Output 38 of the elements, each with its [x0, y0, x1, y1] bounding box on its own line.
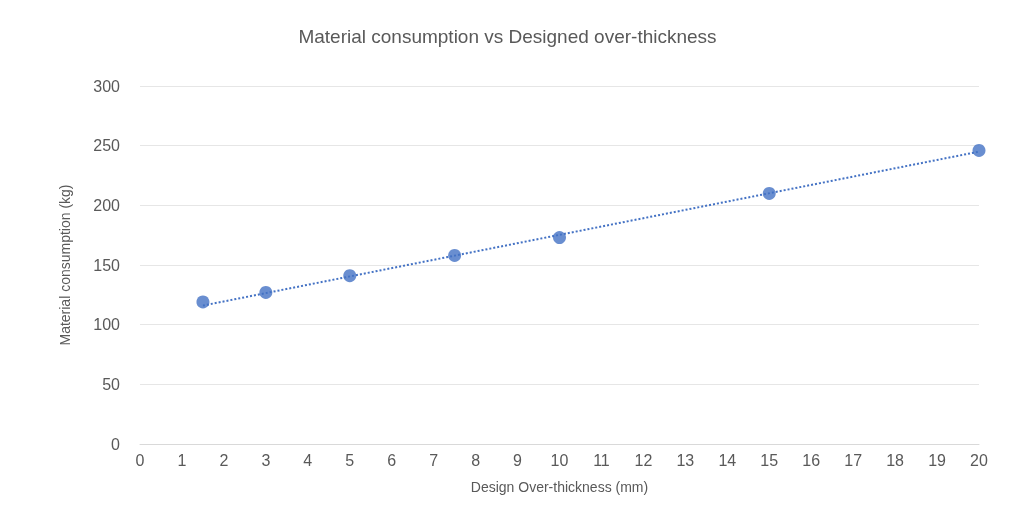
x-tick-label: 20 [970, 451, 988, 469]
x-tick-label: 9 [513, 451, 523, 469]
x-tick-label: 12 [634, 451, 653, 469]
x-tick-label: 3 [261, 451, 271, 469]
x-tick-label: 5 [345, 451, 355, 469]
x-axis-title: Design Over-thickness (mm) [470, 479, 649, 495]
x-tick-label: 4 [303, 451, 313, 469]
y-tick-label: 50 [102, 375, 121, 393]
point [259, 285, 273, 299]
x-tick-label: 13 [676, 451, 695, 469]
chart-title: Material consumption vs Designed over-thickness [298, 26, 717, 47]
x-tick-label: 18 [886, 451, 905, 469]
x-tick-label: 17 [844, 451, 863, 469]
x-tick-label: 1 [177, 451, 187, 469]
point [343, 269, 357, 283]
y-axis-title: Material consumption (kg) [57, 184, 73, 346]
y-tick-label: 200 [93, 196, 121, 214]
x-tick-label: 16 [802, 451, 821, 469]
point [972, 143, 986, 157]
y-tick-label: 100 [93, 316, 121, 334]
y-tick-label: 250 [93, 137, 121, 155]
point [553, 231, 566, 245]
x-tick-label: 14 [718, 451, 737, 469]
y-tick-label: 0 [111, 435, 121, 453]
x-tick-label: 15 [760, 451, 779, 469]
point [196, 295, 210, 309]
x-tick-label: 0 [135, 451, 145, 469]
x-tick-label: 10 [550, 451, 569, 469]
point [762, 186, 776, 200]
x-tick-label: 11 [593, 451, 610, 469]
y-tick-label: 150 [93, 256, 121, 274]
y-tick-label: 300 [93, 77, 121, 95]
x-tick-label: 19 [928, 451, 947, 469]
point [448, 248, 462, 262]
x-tick-label: 8 [471, 451, 481, 469]
x-tick-label: 2 [219, 451, 229, 469]
x-tick-label: 6 [387, 451, 397, 469]
x-tick-label: 7 [429, 451, 439, 469]
